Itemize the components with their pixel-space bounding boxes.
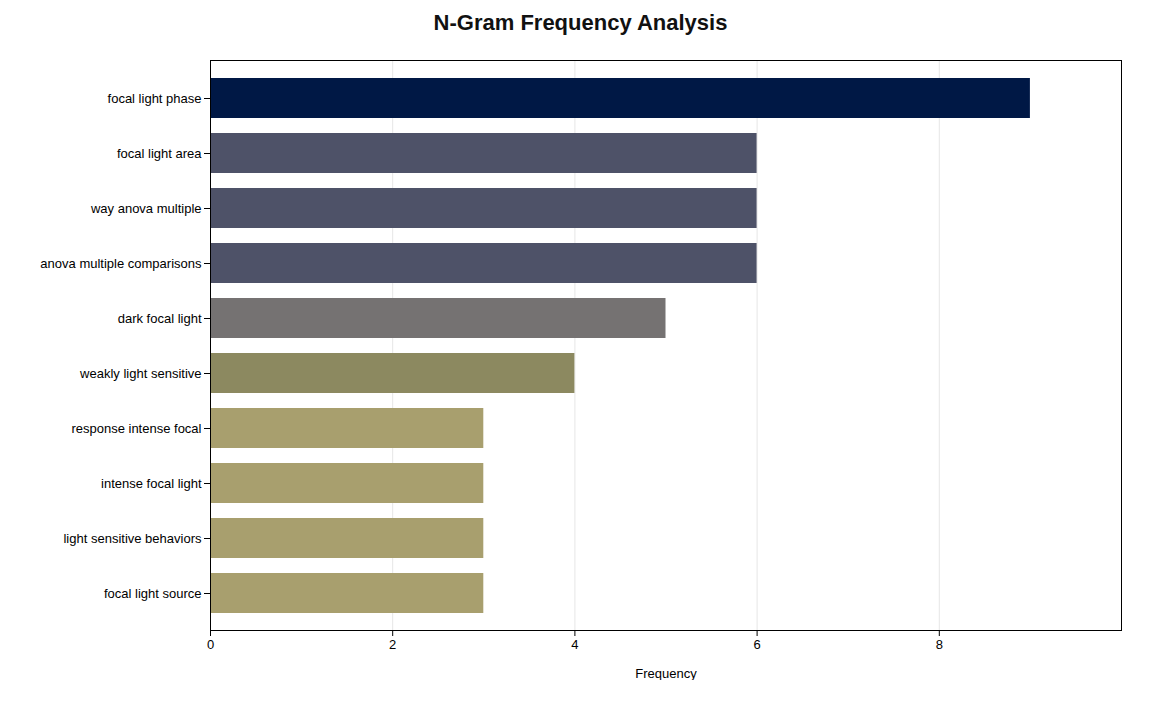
svg-text:intense focal light: intense focal light — [101, 476, 202, 491]
svg-text:focal light source: focal light source — [104, 586, 202, 601]
svg-text:focal light area: focal light area — [117, 146, 202, 161]
svg-text:weakly light sensitive: weakly light sensitive — [79, 366, 201, 381]
svg-text:focal light phase: focal light phase — [108, 91, 202, 106]
svg-text:2: 2 — [389, 637, 396, 652]
svg-text:way anova multiple: way anova multiple — [90, 201, 202, 216]
svg-text:4: 4 — [571, 637, 578, 652]
svg-text:light sensitive behaviors: light sensitive behaviors — [63, 531, 202, 546]
svg-text:8: 8 — [936, 637, 943, 652]
svg-text:anova multiple comparisons: anova multiple comparisons — [40, 256, 202, 271]
svg-text:response intense focal: response intense focal — [71, 421, 201, 436]
svg-text:0: 0 — [207, 637, 214, 652]
svg-text:dark focal light: dark focal light — [118, 311, 202, 326]
html-text:N-Gram Frequency Analysis: N-Gram Frequency Analysis — [433, 10, 728, 35]
svg-text:Frequency: Frequency — [635, 666, 697, 681]
svg-text:6: 6 — [753, 637, 760, 652]
